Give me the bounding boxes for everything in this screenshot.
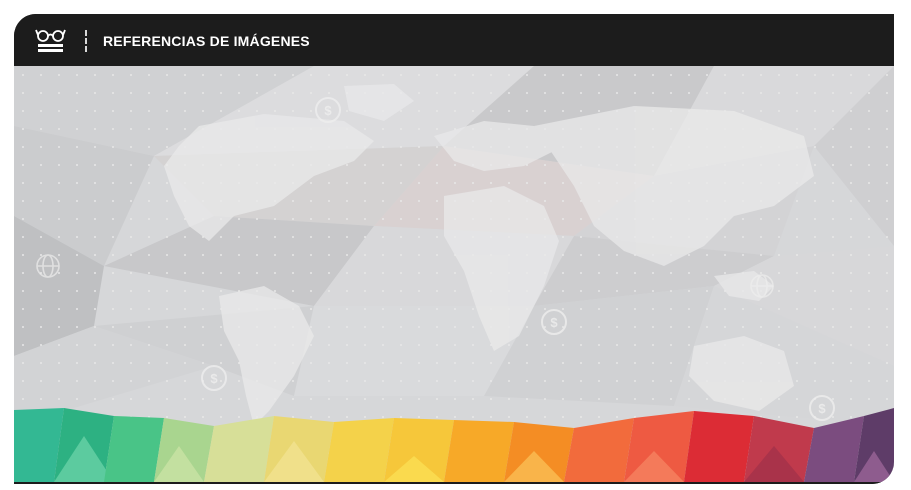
color-band: [14, 408, 894, 482]
reading-glasses-book-icon: [34, 27, 68, 55]
globe-icon: [36, 254, 774, 298]
svg-text:$: $: [550, 315, 558, 330]
image-references-panel: REFERENCIAS DE IMÁGENES: [14, 14, 894, 484]
panel-header: REFERENCIAS DE IMÁGENES: [14, 14, 894, 66]
background-illustration: $ $ $ $: [14, 66, 894, 482]
svg-text:$: $: [210, 371, 218, 386]
svg-text:$: $: [324, 103, 332, 118]
world-map-graphic: $ $ $ $: [14, 66, 894, 482]
panel-title: REFERENCIAS DE IMÁGENES: [103, 33, 310, 49]
header-divider: [85, 30, 87, 52]
bottom-border: [14, 482, 894, 484]
svg-text:$: $: [818, 401, 826, 416]
dollar-coin-icon: [201, 97, 835, 421]
